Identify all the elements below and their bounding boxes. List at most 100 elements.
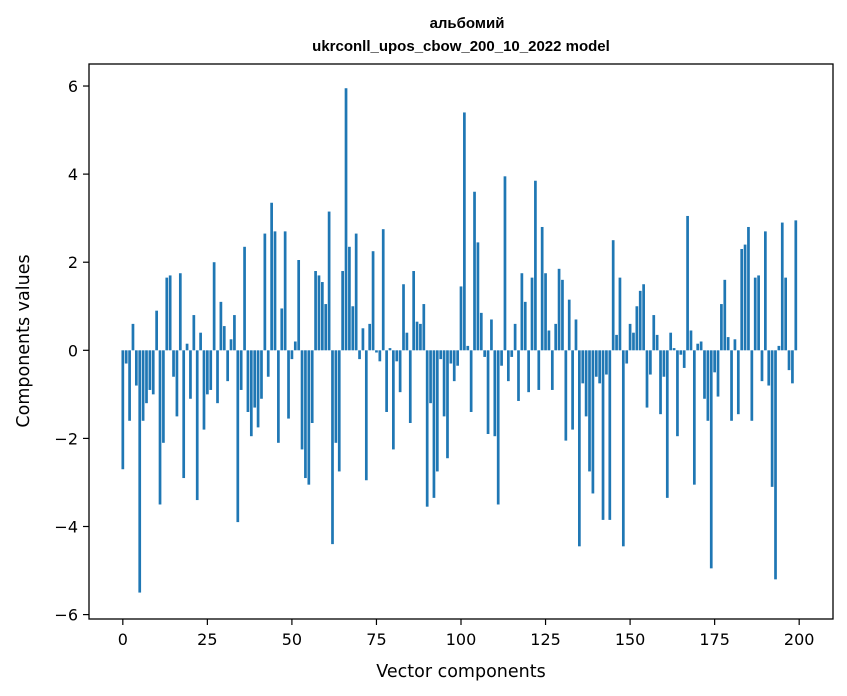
bar-33	[233, 315, 236, 351]
bar-194	[777, 345, 781, 351]
bar-27	[212, 262, 216, 351]
bar-57	[314, 271, 317, 351]
bar-88	[419, 323, 422, 351]
bar-116	[513, 323, 517, 351]
bar-21	[192, 315, 196, 351]
bar-179	[726, 337, 730, 351]
bar-84	[405, 332, 409, 351]
bar-122	[534, 180, 537, 351]
bar-183	[740, 249, 744, 351]
x-tick-label: 75	[366, 630, 386, 649]
bar-61	[327, 211, 331, 351]
bar-193	[774, 350, 777, 580]
bar-115	[510, 350, 514, 357]
bar-182	[736, 350, 740, 415]
bar-43	[266, 350, 270, 377]
bar-135	[578, 350, 581, 547]
bar-170	[696, 343, 700, 351]
bar-72	[364, 350, 368, 481]
bar-94	[439, 350, 443, 360]
bar-166	[682, 350, 686, 368]
bar-20	[189, 350, 192, 399]
bar-124	[540, 226, 544, 351]
bar-149	[625, 350, 629, 364]
bar-26	[209, 350, 213, 390]
bar-1	[124, 350, 128, 364]
bars	[121, 88, 798, 593]
y-tick-label: 6	[68, 77, 78, 96]
x-tick-label: 100	[446, 630, 477, 649]
bar-142	[601, 350, 605, 520]
bar-111	[496, 350, 500, 505]
bar-74	[371, 251, 375, 351]
bar-58	[317, 275, 321, 351]
bar-40	[256, 350, 260, 428]
y-tick-label: 0	[68, 341, 78, 360]
bar-73	[368, 323, 372, 351]
bar-12	[162, 350, 165, 443]
x-tick-label: 0	[118, 630, 128, 649]
y-tick-label: 4	[68, 165, 78, 184]
chart-subtitle: ukrconll_upos_cbow_200_10_2022 model	[312, 38, 610, 55]
bar-76	[378, 350, 382, 362]
bar-63	[334, 350, 338, 443]
bar-46	[277, 350, 280, 443]
bar-45	[273, 231, 277, 351]
bar-180	[730, 350, 733, 421]
axis-ticks: 0 25 50 75 100 125 150 175 200 −6 −4 −2 0 2 4 6	[54, 77, 814, 649]
bar-92	[432, 350, 436, 498]
bar-51	[293, 341, 297, 351]
bar-11	[158, 350, 162, 505]
bar-139	[591, 350, 595, 494]
bar-19	[185, 343, 189, 351]
bar-133	[571, 350, 574, 430]
bar-4	[134, 350, 138, 386]
bar-90	[425, 350, 429, 507]
bar-141	[598, 350, 602, 384]
bar-85	[408, 350, 412, 423]
bar-144	[608, 350, 612, 520]
bar-82	[398, 350, 402, 393]
bar-55	[307, 350, 311, 485]
bar-101	[463, 112, 466, 351]
bar-24	[202, 350, 206, 430]
bar-196	[784, 277, 788, 351]
y-tick-label: 2	[68, 253, 78, 272]
bar-161	[665, 350, 669, 498]
bar-110	[493, 350, 497, 437]
bar-145	[611, 240, 615, 351]
bar-75	[375, 350, 378, 353]
bar-178	[723, 279, 727, 351]
bar-10	[155, 310, 158, 351]
bar-120	[527, 350, 530, 393]
bar-177	[720, 304, 723, 351]
bar-71	[361, 328, 365, 351]
y-tick-label: −6	[54, 606, 78, 625]
bar-28	[216, 350, 219, 404]
bar-18	[182, 350, 186, 479]
bar-184	[743, 244, 747, 351]
bar-67	[348, 246, 351, 351]
bar-138	[588, 350, 591, 472]
bar-15	[172, 350, 175, 377]
bar-130	[561, 279, 564, 351]
bar-146	[615, 334, 618, 351]
bar-176	[716, 350, 720, 397]
bar-157	[652, 315, 656, 351]
bar-103	[469, 350, 473, 412]
bar-192	[770, 350, 774, 487]
bar-69	[354, 233, 358, 351]
bar-191	[767, 350, 771, 386]
bar-32	[229, 339, 233, 351]
bar-165	[679, 350, 683, 355]
bar-172	[703, 350, 706, 399]
x-tick-label: 50	[282, 630, 302, 649]
bar-42	[263, 233, 267, 351]
bar-117	[517, 350, 520, 401]
bar-128	[554, 323, 558, 351]
bar-99	[456, 350, 459, 366]
bar-89	[422, 304, 426, 351]
bar-151	[632, 332, 635, 351]
bar-68	[351, 306, 355, 351]
